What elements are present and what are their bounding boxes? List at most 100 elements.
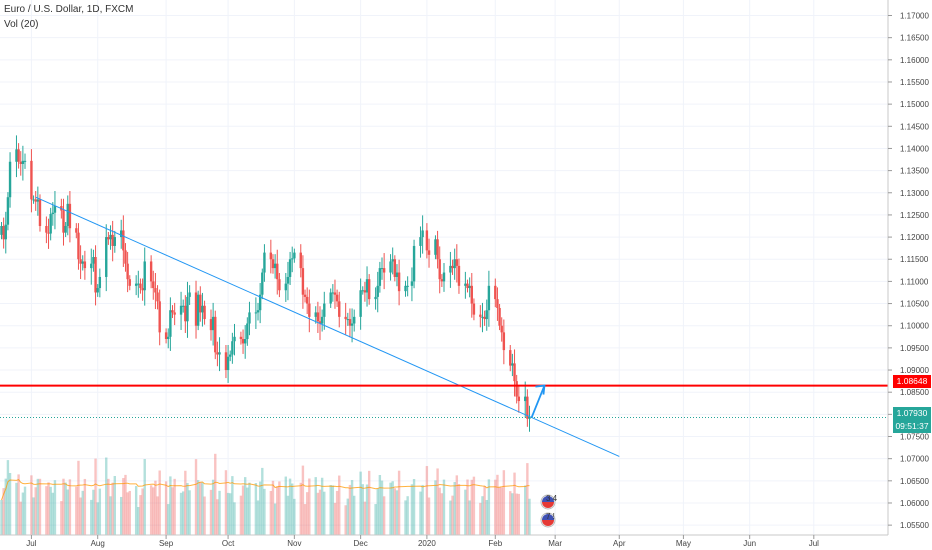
candle-body[interactable] (179, 305, 183, 315)
candle-body[interactable] (184, 305, 187, 322)
candle-body[interactable] (243, 339, 247, 344)
candle-body[interactable] (293, 252, 296, 259)
candle-body[interactable] (436, 239, 439, 260)
candle-body[interactable] (94, 257, 97, 293)
candle-body[interactable] (68, 203, 72, 229)
candle-body[interactable] (485, 310, 488, 320)
candle-body[interactable] (126, 263, 129, 280)
candle-body[interactable] (218, 352, 221, 355)
economic-events[interactable]: 3 4 7 ! (540, 494, 558, 528)
candle-body[interactable] (107, 237, 110, 240)
candle-body[interactable] (528, 417, 531, 419)
candle-body[interactable] (365, 279, 369, 293)
candle-body[interactable] (139, 283, 142, 289)
candle-body[interactable] (36, 199, 40, 202)
candle-body[interactable] (201, 305, 204, 313)
candle-body[interactable] (214, 316, 217, 353)
candle-body[interactable] (241, 339, 245, 344)
time-axis[interactable]: Jul Aug Sep Oct Nov Dec 2020 Feb Mar Apr May Jun Jul (26, 535, 819, 548)
candle-body[interactable] (149, 261, 153, 282)
candle-body[interactable] (472, 303, 476, 315)
candle-body[interactable] (526, 396, 529, 419)
candle-body[interactable] (90, 263, 93, 269)
candle-body[interactable] (124, 250, 127, 264)
candle-body[interactable] (81, 261, 84, 264)
candle-body[interactable] (169, 310, 172, 337)
candle-body[interactable] (457, 265, 461, 286)
candle-body[interactable] (404, 285, 407, 292)
candle-body[interactable] (348, 319, 352, 326)
candle-body[interactable] (367, 279, 371, 300)
candle-body[interactable] (254, 312, 258, 314)
candle-body[interactable] (393, 259, 397, 277)
candle-body[interactable] (111, 234, 114, 246)
candle-body[interactable] (359, 290, 362, 317)
candle-body[interactable] (276, 263, 279, 280)
candle-body[interactable] (440, 279, 444, 282)
candle-body[interactable] (466, 283, 469, 289)
candle-body[interactable] (389, 261, 392, 273)
candle-body[interactable] (284, 283, 288, 291)
candle-body[interactable] (273, 263, 277, 269)
candle-body[interactable] (75, 228, 78, 233)
candle-body[interactable] (263, 252, 266, 273)
candle-body[interactable] (17, 149, 20, 162)
candle-body[interactable] (83, 261, 87, 269)
candle-body[interactable] (451, 265, 454, 269)
candle-body[interactable] (122, 230, 125, 251)
candle-body[interactable] (338, 301, 341, 317)
candle-body[interactable] (382, 268, 386, 273)
candle-body[interactable] (171, 310, 174, 313)
candle-body[interactable] (288, 259, 292, 277)
candle-body[interactable] (6, 197, 10, 225)
candle-body[interactable] (224, 352, 228, 371)
candle-body[interactable] (120, 230, 123, 238)
candle-body[interactable] (209, 319, 213, 331)
candle-body[interactable] (498, 307, 501, 326)
candle-body[interactable] (173, 312, 176, 315)
candle-body[interactable] (346, 319, 349, 321)
candle-body[interactable] (479, 314, 482, 317)
candle-body[interactable] (194, 292, 198, 326)
candle-body[interactable] (374, 296, 377, 300)
candle-body[interactable] (278, 279, 281, 291)
candle-body[interactable] (434, 239, 437, 255)
candle-body[interactable] (19, 161, 22, 164)
candle-body[interactable] (226, 356, 230, 371)
candle-body[interactable] (66, 203, 69, 227)
trendline[interactable] (35, 196, 620, 457)
candle-body[interactable] (481, 316, 484, 318)
candle-body[interactable] (49, 214, 52, 234)
candle-body[interactable] (301, 268, 305, 295)
candle-body[interactable] (92, 257, 95, 264)
candle-body[interactable] (335, 294, 339, 302)
candle-body[interactable] (182, 305, 185, 307)
candle-body[interactable] (350, 323, 354, 326)
candle-body[interactable] (303, 294, 307, 297)
candle-body[interactable] (23, 160, 27, 162)
candle-body[interactable] (421, 230, 424, 238)
candle-body[interactable] (517, 396, 521, 402)
candle-body[interactable] (34, 199, 37, 202)
candle-body[interactable] (32, 199, 35, 201)
candle-body[interactable] (380, 268, 384, 270)
candle-body[interactable] (438, 259, 441, 280)
candle-body[interactable] (128, 279, 131, 286)
candle-body[interactable] (77, 232, 80, 260)
candle-body[interactable] (186, 296, 189, 322)
candle-body[interactable] (167, 336, 170, 340)
candle-body[interactable] (98, 276, 102, 289)
candle-body[interactable] (361, 290, 364, 292)
candle-body[interactable] (4, 224, 7, 240)
candle-body[interactable] (216, 352, 219, 355)
candle-body[interactable] (239, 336, 243, 340)
candle-body[interactable] (406, 285, 409, 287)
candle-body[interactable] (376, 285, 379, 297)
candle-body[interactable] (233, 336, 236, 342)
candle-body[interactable] (316, 312, 320, 322)
candle-body[interactable] (38, 199, 42, 227)
candle-body[interactable] (511, 363, 514, 366)
candle-body[interactable] (269, 252, 273, 260)
candle-body[interactable] (8, 161, 12, 198)
